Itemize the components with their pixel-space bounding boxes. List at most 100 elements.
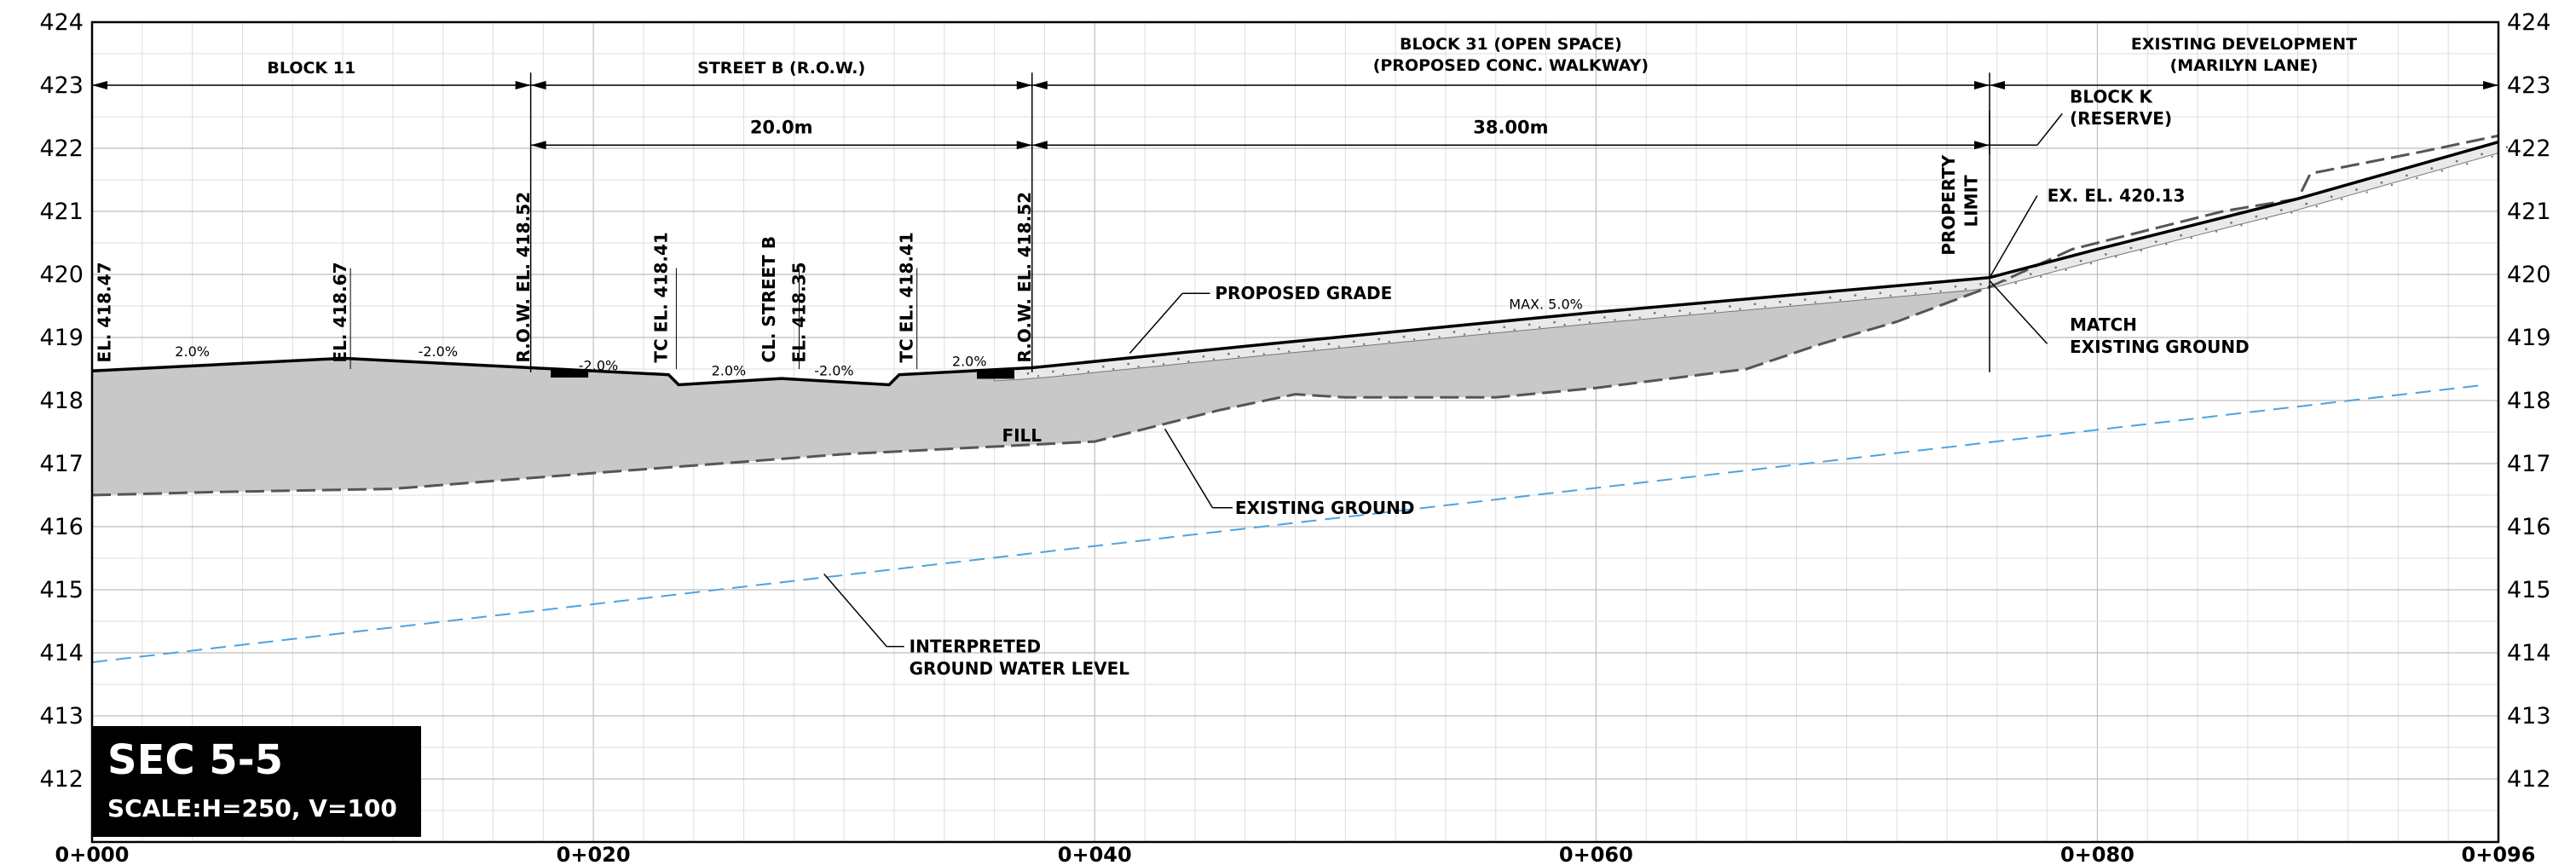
concrete-hatch — [2129, 246, 2133, 250]
concrete-hatch — [1563, 323, 1566, 326]
curb-block — [551, 369, 589, 378]
concrete-hatch — [1026, 372, 1030, 375]
profile-lines — [91, 134, 2499, 664]
concrete-hatch — [1327, 343, 1331, 346]
callout-fill: FILL — [1002, 425, 1042, 446]
concrete-hatch — [2115, 256, 2117, 258]
concrete-hatch — [2340, 198, 2343, 201]
concrete-hatch — [2054, 266, 2058, 269]
arrowhead — [92, 81, 107, 89]
concrete-hatch — [2440, 170, 2443, 172]
concrete-hatch — [1112, 367, 1115, 371]
concrete-hatch — [1828, 296, 1832, 299]
arrowhead — [2483, 81, 2498, 89]
arrowhead — [1974, 141, 1990, 150]
concrete-hatch — [1463, 333, 1466, 336]
leader-line — [2036, 112, 2063, 146]
section-scale: SCALE:H=250, V=100 — [107, 794, 397, 822]
concrete-hatch — [2390, 184, 2394, 187]
y-tick-label-right: 413 — [2507, 703, 2551, 729]
concrete-hatch — [1313, 348, 1315, 350]
concrete-hatch — [1363, 343, 1366, 346]
concrete-hatch — [1538, 326, 1541, 329]
concrete-hatch — [1252, 349, 1256, 353]
concrete-hatch — [1087, 370, 1090, 373]
concrete-hatch — [1352, 340, 1355, 343]
ground-water-line — [91, 383, 2486, 664]
y-tick-label-left: 420 — [39, 262, 84, 288]
concrete-hatch — [1638, 316, 1641, 320]
concrete-hatch — [1402, 335, 1406, 338]
elevation-label: TC EL. 418.41 — [897, 232, 917, 362]
concrete-hatch — [2165, 243, 2168, 245]
concrete-hatch — [1954, 285, 1957, 288]
callout-block-k: BLOCK K — [2070, 87, 2153, 107]
concrete-hatch — [1412, 337, 1416, 341]
concrete-hatch — [1052, 370, 1054, 373]
concrete-hatch — [1903, 289, 1907, 292]
concrete-hatch — [1302, 345, 1305, 348]
zone-label: STREET B (R.O.W.) — [697, 59, 865, 78]
y-tick-label-left: 418 — [39, 388, 84, 414]
concrete-hatch — [1378, 337, 1381, 341]
concrete-hatch — [2505, 146, 2509, 149]
y-tick-label-right: 412 — [2507, 766, 2551, 793]
concrete-hatch — [1277, 348, 1280, 350]
title-block: SEC 5-5 SCALE:H=250, V=100 — [92, 726, 421, 837]
x-tick-label: 0+060 — [1559, 843, 1633, 865]
concrete-hatch — [1062, 372, 1065, 376]
concrete-hatch — [1238, 355, 1240, 358]
callout-ground-water: GROUND WATER LEVEL — [910, 659, 1130, 679]
concrete-hatch — [1764, 305, 1767, 309]
concrete-hatch — [2105, 253, 2107, 256]
concrete-hatch — [2290, 211, 2293, 214]
x-tick-label: 0+020 — [557, 843, 631, 865]
concrete-hatch — [2079, 259, 2082, 262]
arrowhead — [1031, 81, 1048, 89]
y-tick-label-right: 423 — [2507, 72, 2551, 99]
y-tick-label-right: 421 — [2507, 199, 2551, 225]
arrowhead — [1974, 81, 1990, 89]
y-tick-label-left: 419 — [39, 325, 84, 351]
concrete-hatch — [1553, 320, 1556, 324]
concrete-hatch — [1678, 309, 1681, 313]
concrete-hatch — [2065, 268, 2067, 272]
y-tick-label-left: 417 — [39, 451, 84, 477]
concrete-hatch — [1488, 331, 1491, 333]
concrete-hatch — [2491, 155, 2493, 159]
concrete-hatch — [1979, 283, 1982, 285]
concrete-hatch — [2240, 224, 2243, 227]
callout-property-limit: PROPERTY — [1938, 154, 1959, 256]
concrete-hatch — [1929, 287, 1932, 291]
zone-label: (PROPOSED CONC. WALKWAY) — [1373, 56, 1649, 75]
zone-label: EXISTING DEVELOPMENT — [2131, 35, 2357, 54]
y-tick-label-right: 415 — [2507, 577, 2551, 603]
concrete-hatch — [2014, 282, 2018, 285]
slope-label: 2.0% — [952, 353, 987, 369]
concrete-hatch — [1438, 336, 1441, 338]
concrete-hatch — [1588, 321, 1591, 324]
y-tick-label-left: 424 — [39, 9, 84, 36]
y-tick-label-left: 413 — [39, 703, 84, 729]
concrete-hatch — [2416, 176, 2418, 180]
concrete-hatch — [1127, 362, 1130, 366]
y-tick-label-right: 417 — [2507, 451, 2551, 477]
curb-block — [977, 370, 1015, 379]
concrete-hatch — [2365, 191, 2368, 193]
concrete-hatch — [2355, 188, 2358, 191]
callout-match: MATCH — [2070, 314, 2137, 335]
arrowhead — [530, 81, 546, 89]
y-tick-label-right: 419 — [2507, 325, 2551, 351]
callout-property-limit: LIMIT — [1961, 175, 1981, 228]
x-tick-label: 0+040 — [1058, 843, 1132, 865]
concrete-hatch — [1578, 318, 1581, 321]
axis-labels: 412 412 413 413 414 414 415 415 416 416 417 417 418 4… — [39, 9, 2550, 865]
concrete-hatch — [1202, 355, 1205, 358]
concrete-hatch — [1037, 375, 1040, 378]
concrete-hatch — [1227, 352, 1230, 355]
concrete-hatch — [1614, 319, 1616, 321]
concrete-hatch — [2215, 230, 2218, 233]
concrete-hatch — [2040, 275, 2042, 278]
concrete-hatch — [1915, 292, 1917, 295]
